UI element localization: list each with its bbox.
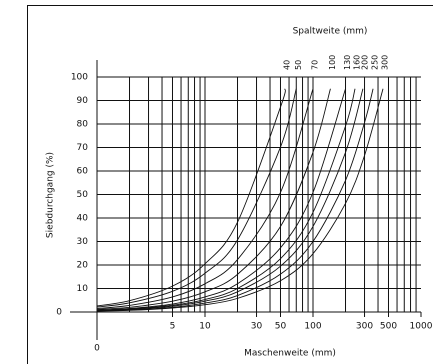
x-tick-label: 10 bbox=[199, 322, 211, 332]
sieve-curve bbox=[96, 88, 356, 311]
y-tick-label: 70 bbox=[77, 143, 89, 153]
chart-title: Spaltweite (mm) bbox=[293, 27, 368, 37]
y-tick-label: 60 bbox=[77, 167, 89, 177]
y-tick-label: 90 bbox=[77, 96, 89, 106]
legend-label: 100 bbox=[328, 55, 337, 70]
legend-label: 50 bbox=[294, 60, 303, 70]
y-tick-label: 50 bbox=[77, 190, 89, 200]
y-tick-label: 100 bbox=[71, 73, 88, 83]
x-tick-label: 30 bbox=[251, 322, 263, 332]
sieve-curve bbox=[96, 88, 314, 309]
legend-label: 250 bbox=[371, 55, 380, 70]
y-tick-label: 40 bbox=[77, 214, 89, 224]
y-tick-label: 20 bbox=[77, 261, 89, 271]
x-tick-label: 300 bbox=[356, 322, 373, 332]
legend-label: 160 bbox=[353, 55, 362, 70]
legend-label: 300 bbox=[381, 55, 390, 70]
sieve-curve bbox=[96, 88, 364, 312]
x-tick-label: 5 bbox=[170, 322, 176, 332]
sieve-curve bbox=[96, 88, 346, 311]
x-tick-label: 0 bbox=[94, 344, 100, 354]
legend-label: 200 bbox=[360, 55, 369, 70]
legend-label: 40 bbox=[282, 60, 291, 70]
x-tick-label: 1000 bbox=[410, 322, 433, 332]
y-tick-label: 10 bbox=[77, 284, 89, 294]
y-tick-label: 0 bbox=[56, 308, 62, 318]
sieve-curve bbox=[96, 88, 331, 310]
sieve-curve bbox=[96, 88, 286, 307]
y-tick-label: 80 bbox=[77, 120, 89, 130]
legend-label: 130 bbox=[343, 55, 352, 70]
sieve-curve bbox=[96, 88, 374, 312]
x-tick-label: 50 bbox=[275, 322, 287, 332]
legend-label: 70 bbox=[311, 60, 320, 70]
sieve-curve bbox=[96, 88, 384, 312]
y-tick-label: 30 bbox=[77, 237, 89, 247]
x-tick-label: 500 bbox=[380, 322, 397, 332]
x-axis-label: Maschenweite (mm) bbox=[244, 349, 336, 359]
y-axis-label: Siebdurchgang (%) bbox=[46, 152, 56, 238]
sieve-curve bbox=[96, 88, 297, 308]
x-tick-label: 100 bbox=[304, 322, 321, 332]
